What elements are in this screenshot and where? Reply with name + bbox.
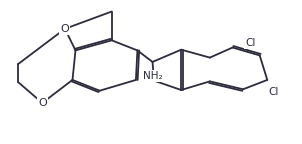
Text: Cl: Cl	[268, 87, 278, 97]
Text: O: O	[38, 98, 47, 108]
Text: Cl: Cl	[246, 38, 256, 48]
Text: O: O	[61, 24, 69, 34]
Text: NH₂: NH₂	[143, 71, 162, 81]
